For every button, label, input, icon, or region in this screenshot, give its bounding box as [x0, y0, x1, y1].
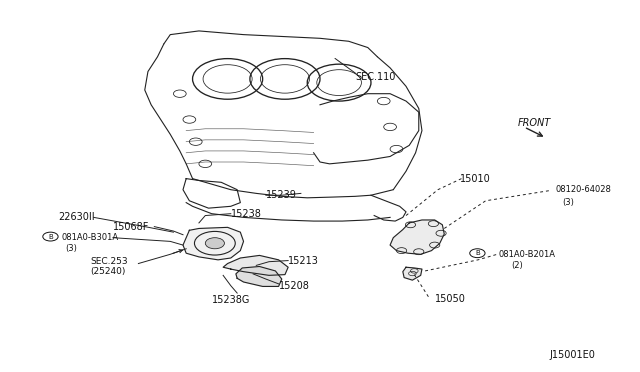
Text: 15238G: 15238G: [212, 295, 250, 305]
Text: SEC.253: SEC.253: [91, 257, 128, 266]
Text: 15010: 15010: [460, 174, 491, 184]
Text: 15050: 15050: [435, 294, 465, 304]
Text: 15238: 15238: [231, 209, 262, 219]
Text: SEC.110: SEC.110: [355, 72, 396, 82]
Text: (3): (3): [65, 244, 77, 253]
Text: (25240): (25240): [91, 267, 126, 276]
Text: B: B: [475, 250, 480, 256]
Text: 08120-64028: 08120-64028: [556, 185, 612, 194]
Text: 081A0-B301A: 081A0-B301A: [62, 233, 119, 242]
Text: 15213: 15213: [288, 256, 319, 266]
Text: (2): (2): [511, 261, 523, 270]
Text: 081A0-B201A: 081A0-B201A: [499, 250, 556, 259]
Text: FRONT: FRONT: [518, 118, 551, 128]
Text: J15001E0: J15001E0: [549, 350, 595, 360]
Text: 22630II: 22630II: [59, 212, 95, 222]
Polygon shape: [183, 227, 244, 260]
Text: B: B: [48, 234, 53, 240]
Polygon shape: [390, 220, 444, 254]
Polygon shape: [403, 267, 422, 280]
Polygon shape: [223, 256, 288, 275]
Circle shape: [205, 238, 225, 249]
Text: 15239: 15239: [266, 190, 297, 200]
Text: 15208: 15208: [278, 281, 310, 291]
Polygon shape: [236, 266, 282, 286]
Text: 15068F: 15068F: [113, 222, 149, 232]
Text: (3): (3): [562, 198, 574, 207]
